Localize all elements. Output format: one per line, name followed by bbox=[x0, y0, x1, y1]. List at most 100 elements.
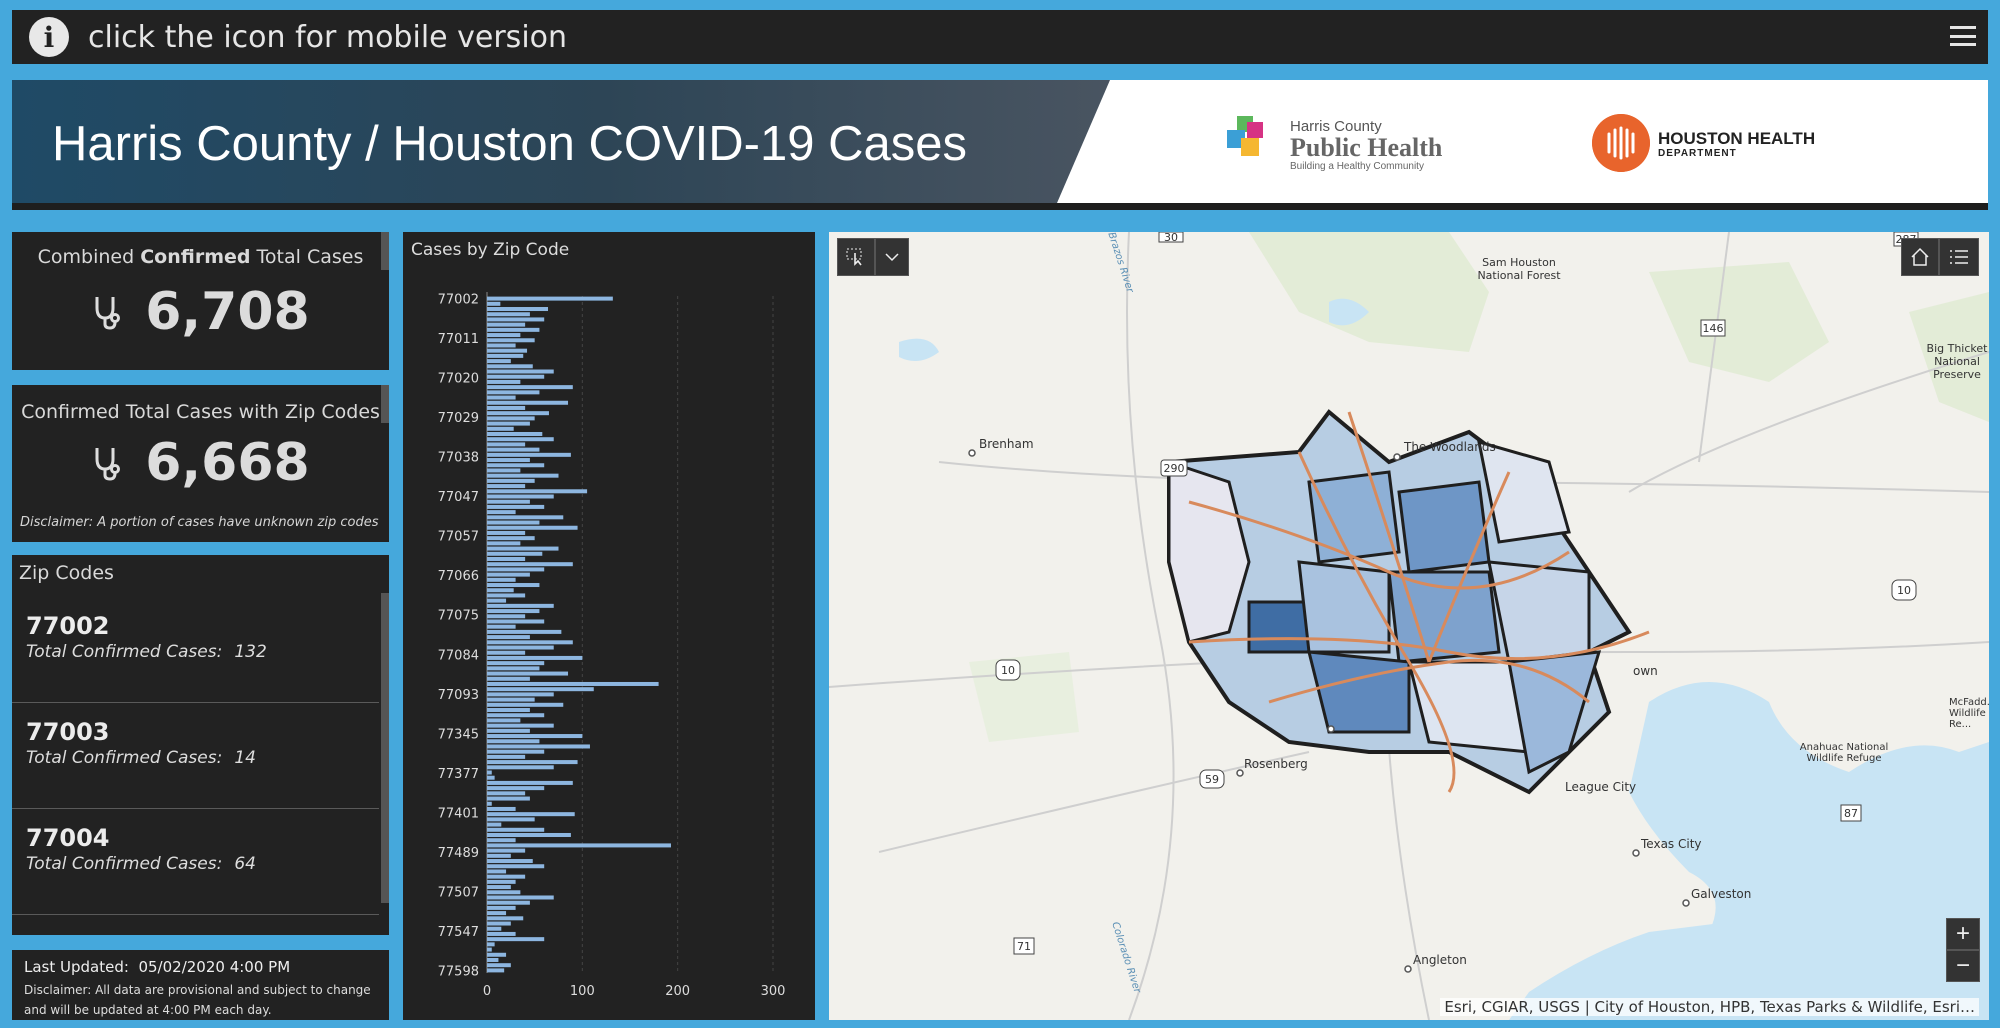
chart-bar[interactable] bbox=[487, 426, 514, 431]
select-dropdown-button[interactable] bbox=[875, 238, 909, 276]
chart-bar[interactable] bbox=[487, 708, 530, 713]
chart-bar[interactable] bbox=[487, 348, 528, 353]
chart-bar[interactable] bbox=[487, 676, 530, 681]
chart-bar[interactable] bbox=[487, 395, 516, 400]
chart-bar[interactable] bbox=[487, 510, 516, 515]
chart-bar[interactable] bbox=[487, 609, 540, 614]
chart-bar[interactable] bbox=[487, 390, 540, 395]
chart-bar[interactable] bbox=[487, 499, 530, 504]
harris-county-zip-polygons[interactable] bbox=[1167, 409, 1632, 795]
chart-bar[interactable] bbox=[487, 593, 526, 598]
chart-bar[interactable] bbox=[487, 832, 571, 837]
chart-bar[interactable] bbox=[487, 364, 533, 369]
chart-bar[interactable] bbox=[487, 817, 535, 822]
chart-bar[interactable] bbox=[487, 739, 540, 744]
chart-bar[interactable] bbox=[487, 650, 526, 655]
chart-bar[interactable] bbox=[487, 702, 564, 707]
chart-bar[interactable] bbox=[487, 931, 516, 936]
chart-bar[interactable] bbox=[487, 556, 526, 561]
chart-bar[interactable] bbox=[487, 411, 549, 416]
chart-bar[interactable] bbox=[487, 463, 545, 468]
chart-bar[interactable] bbox=[487, 890, 521, 895]
chart-bar[interactable] bbox=[487, 911, 507, 916]
chart-bar[interactable] bbox=[487, 718, 521, 723]
select-tool-button[interactable] bbox=[837, 238, 875, 276]
chart-bar[interactable] bbox=[487, 848, 526, 853]
chart-bar[interactable] bbox=[487, 921, 511, 926]
chart-bar[interactable] bbox=[487, 343, 516, 348]
chart-bar[interactable] bbox=[487, 843, 671, 848]
chart-bar[interactable] bbox=[487, 312, 530, 317]
chart-bar[interactable] bbox=[487, 484, 526, 489]
list-scrollbar[interactable] bbox=[381, 593, 389, 903]
chart-bar[interactable] bbox=[487, 885, 511, 890]
chart-bar[interactable] bbox=[487, 916, 524, 921]
chart-bar[interactable] bbox=[487, 359, 511, 364]
chart-bar[interactable] bbox=[487, 333, 521, 338]
chart-bar[interactable] bbox=[487, 859, 533, 864]
chart-bar[interactable] bbox=[487, 405, 526, 410]
chart-bar[interactable] bbox=[487, 864, 545, 869]
chart-bar[interactable] bbox=[487, 468, 521, 473]
layer-list-button[interactable] bbox=[1939, 238, 1979, 276]
chart-bar[interactable] bbox=[487, 760, 578, 765]
chart-bar[interactable] bbox=[487, 822, 502, 827]
chart-bar[interactable] bbox=[487, 458, 530, 463]
map-view[interactable]: 290 10 10 59 146 87 71 30 287 Sam Housto… bbox=[829, 232, 1989, 1020]
chart-bar[interactable] bbox=[487, 437, 554, 442]
chart-bar[interactable] bbox=[487, 791, 526, 796]
chart-bar[interactable] bbox=[487, 661, 545, 666]
chart-bar[interactable] bbox=[487, 416, 535, 421]
chart-bar[interactable] bbox=[487, 874, 526, 879]
chart-bar[interactable] bbox=[487, 635, 530, 640]
chart-bar[interactable] bbox=[487, 588, 514, 593]
scrollbar[interactable] bbox=[381, 385, 389, 423]
chart-bar[interactable] bbox=[487, 473, 559, 478]
hamburger-menu-icon[interactable] bbox=[1950, 23, 1976, 49]
chart-bar[interactable] bbox=[487, 536, 535, 541]
chart-bar[interactable] bbox=[487, 723, 554, 728]
chart-bar[interactable] bbox=[487, 775, 495, 780]
chart-bar[interactable] bbox=[487, 478, 535, 483]
chart-bar[interactable] bbox=[487, 307, 549, 312]
chart-bar[interactable] bbox=[487, 525, 578, 530]
chart-bar[interactable] bbox=[487, 780, 573, 785]
chart-bar[interactable] bbox=[487, 963, 511, 968]
chart-bar[interactable] bbox=[487, 744, 590, 749]
chart-bar[interactable] bbox=[487, 942, 495, 947]
chart-bar[interactable] bbox=[487, 442, 526, 447]
chart-bar[interactable] bbox=[487, 379, 521, 384]
chart-bar[interactable] bbox=[487, 734, 583, 739]
chart-bar[interactable] bbox=[487, 629, 562, 634]
chart-bar[interactable] bbox=[487, 796, 530, 801]
chart-bar[interactable] bbox=[487, 968, 505, 973]
chart-bar[interactable] bbox=[487, 296, 613, 301]
chart-bar[interactable] bbox=[487, 801, 492, 806]
chart-bar[interactable] bbox=[487, 869, 507, 874]
chart-bar[interactable] bbox=[487, 577, 516, 582]
chart-bar[interactable] bbox=[487, 681, 659, 686]
chart-bar[interactable] bbox=[487, 770, 492, 775]
chart-bar[interactable] bbox=[487, 827, 545, 832]
chart-bar[interactable] bbox=[487, 301, 501, 306]
chart-bar[interactable] bbox=[487, 421, 530, 426]
list-item[interactable]: 77004 Total Confirmed Cases: 64 bbox=[12, 809, 379, 915]
chart-bar[interactable] bbox=[487, 692, 554, 697]
list-item[interactable]: 77002 Total Confirmed Cases: 132 bbox=[12, 597, 379, 703]
chart-bar[interactable] bbox=[487, 957, 499, 962]
chart-bar[interactable] bbox=[487, 619, 545, 624]
chart-bar[interactable] bbox=[487, 504, 545, 509]
chart-bar[interactable] bbox=[487, 530, 526, 535]
chart-bar[interactable] bbox=[487, 937, 545, 942]
chart-bar[interactable] bbox=[487, 520, 540, 525]
chart-bar[interactable] bbox=[487, 494, 554, 499]
chart-bar[interactable] bbox=[487, 900, 530, 905]
info-icon[interactable]: i bbox=[29, 17, 69, 57]
chart-bar[interactable] bbox=[487, 353, 524, 358]
chart-bar[interactable] bbox=[487, 947, 492, 952]
list-item[interactable]: 77003 Total Confirmed Cases: 14 bbox=[12, 703, 379, 809]
chart-bar[interactable] bbox=[487, 603, 554, 608]
chart-bar[interactable] bbox=[487, 567, 545, 572]
chart-bar[interactable] bbox=[487, 806, 516, 811]
scrollbar[interactable] bbox=[381, 232, 389, 270]
